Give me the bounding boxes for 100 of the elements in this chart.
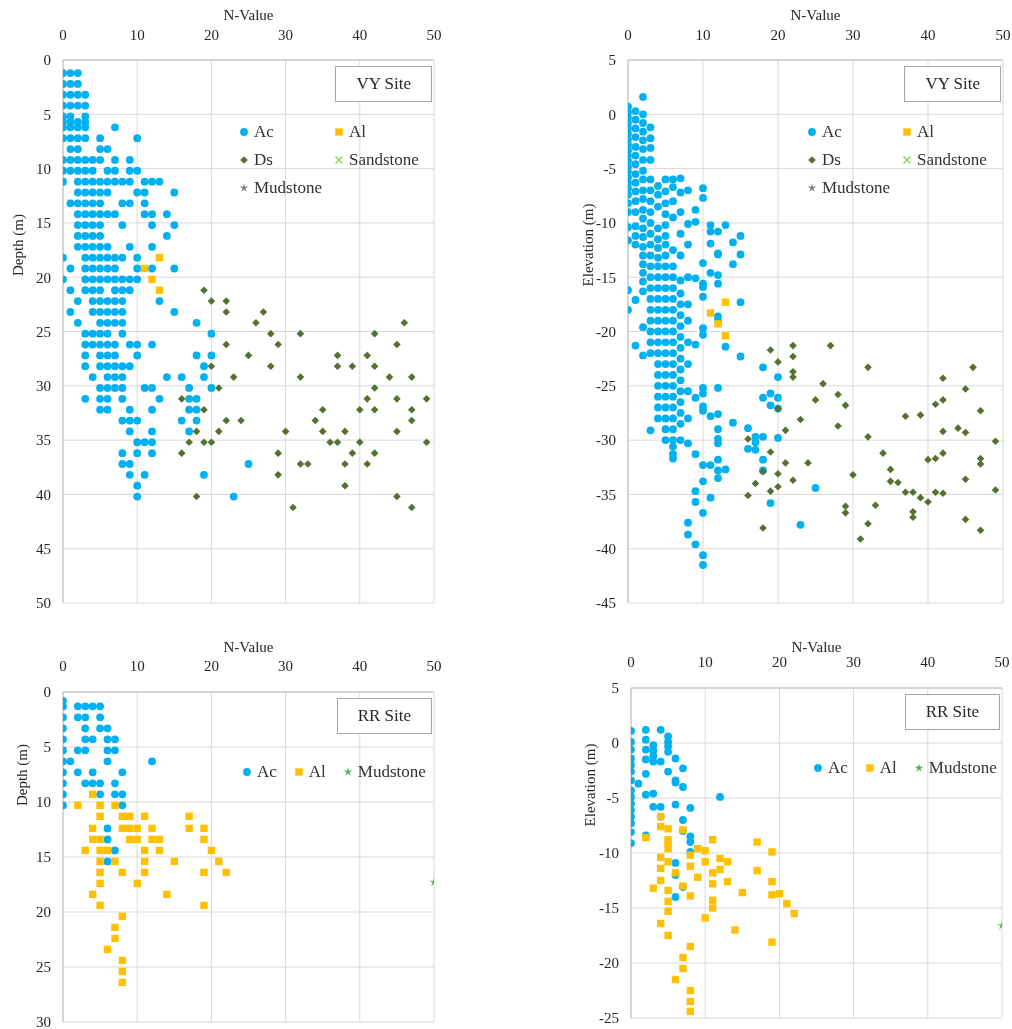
y-tick-label: -5 xyxy=(606,790,619,807)
point xyxy=(641,790,650,799)
y-tick-label: -40 xyxy=(596,541,616,558)
y-tick-label: 5 xyxy=(608,52,616,69)
x-tick-label: 20 xyxy=(203,658,219,674)
point xyxy=(664,825,672,833)
point xyxy=(641,755,650,764)
x-axis-title: N-Value xyxy=(223,6,274,23)
x-tick-label: 40 xyxy=(920,654,936,670)
y-tick-label: -20 xyxy=(599,955,619,972)
point xyxy=(671,859,680,867)
x-tick-label: 50 xyxy=(995,27,1011,43)
point xyxy=(73,713,82,722)
legend-label: Al xyxy=(917,122,934,141)
y-tick-label: -10 xyxy=(599,845,619,862)
y-tick-label: 5 xyxy=(611,680,619,697)
point xyxy=(96,835,104,844)
point xyxy=(118,790,127,799)
point xyxy=(649,757,658,766)
point xyxy=(185,812,193,820)
legend-label: Mudstone xyxy=(822,178,890,197)
point xyxy=(656,757,665,766)
point xyxy=(111,746,119,755)
point xyxy=(731,926,739,934)
text: RR Site xyxy=(925,702,979,721)
point xyxy=(81,724,90,733)
point xyxy=(103,724,112,733)
x-tick-label: 50 xyxy=(426,658,442,674)
point xyxy=(664,844,672,853)
y-tick-label: 5 xyxy=(43,106,51,123)
x-tick-label: 30 xyxy=(278,658,294,674)
point xyxy=(81,779,90,788)
point xyxy=(664,886,672,895)
point xyxy=(96,868,104,877)
point xyxy=(81,713,90,722)
point xyxy=(96,801,104,809)
point xyxy=(88,735,97,744)
point xyxy=(641,745,650,754)
point xyxy=(656,802,665,811)
point xyxy=(163,890,171,899)
point xyxy=(716,865,724,874)
y-tick-label: 0 xyxy=(611,735,619,752)
y-tick-label: 0 xyxy=(43,684,51,701)
legend-label: Mudstone xyxy=(254,178,322,197)
point xyxy=(641,769,650,778)
y-tick-label: -10 xyxy=(596,215,616,232)
point xyxy=(686,838,695,846)
legend-label: Ac xyxy=(257,762,277,781)
point xyxy=(664,897,672,906)
point xyxy=(679,783,687,791)
x-tick-label: 10 xyxy=(697,654,713,670)
point xyxy=(679,764,687,773)
point xyxy=(96,702,104,711)
point xyxy=(88,768,97,777)
x-tick-label: 20 xyxy=(770,27,786,43)
legend-label: Ac xyxy=(828,758,848,777)
point xyxy=(148,824,156,833)
point xyxy=(708,836,717,844)
legend-label: Sandstone xyxy=(917,150,987,169)
y-tick-label: -25 xyxy=(596,378,616,395)
point xyxy=(111,735,119,744)
y-tick-label: 10 xyxy=(36,160,51,177)
point xyxy=(664,767,672,776)
point xyxy=(118,801,127,810)
point xyxy=(111,779,119,788)
y-tick-label: -25 xyxy=(599,1010,619,1027)
x-tick-label: 30 xyxy=(845,27,861,43)
point xyxy=(96,790,104,799)
point xyxy=(66,757,75,766)
point xyxy=(783,899,791,908)
point xyxy=(200,901,208,910)
point xyxy=(708,880,717,888)
legend-label: Sandstone xyxy=(349,150,419,169)
point xyxy=(111,923,119,932)
point xyxy=(706,309,715,317)
point xyxy=(111,846,119,855)
x-tick-label: 30 xyxy=(846,654,862,670)
point xyxy=(200,835,208,844)
y-tick-label: 20 xyxy=(36,904,51,921)
x-tick-label: 0 xyxy=(624,27,632,43)
point xyxy=(649,789,658,798)
point xyxy=(716,793,724,801)
y-tick-label: 5 xyxy=(43,739,51,756)
point xyxy=(96,724,104,733)
y-tick-label: 15 xyxy=(36,849,51,866)
y-tick-label: -15 xyxy=(599,900,619,917)
point xyxy=(88,779,97,788)
y-axis-title: Elevation (m) xyxy=(581,743,598,827)
point xyxy=(723,858,732,866)
point xyxy=(679,953,687,962)
point xyxy=(74,801,82,809)
y-tick-label: 35 xyxy=(36,432,51,449)
point xyxy=(111,934,119,943)
point xyxy=(73,768,82,777)
point xyxy=(721,298,730,306)
point xyxy=(118,768,127,777)
point xyxy=(664,858,672,866)
point xyxy=(96,713,104,722)
y-tick-label: -15 xyxy=(596,269,616,286)
point xyxy=(686,804,695,812)
